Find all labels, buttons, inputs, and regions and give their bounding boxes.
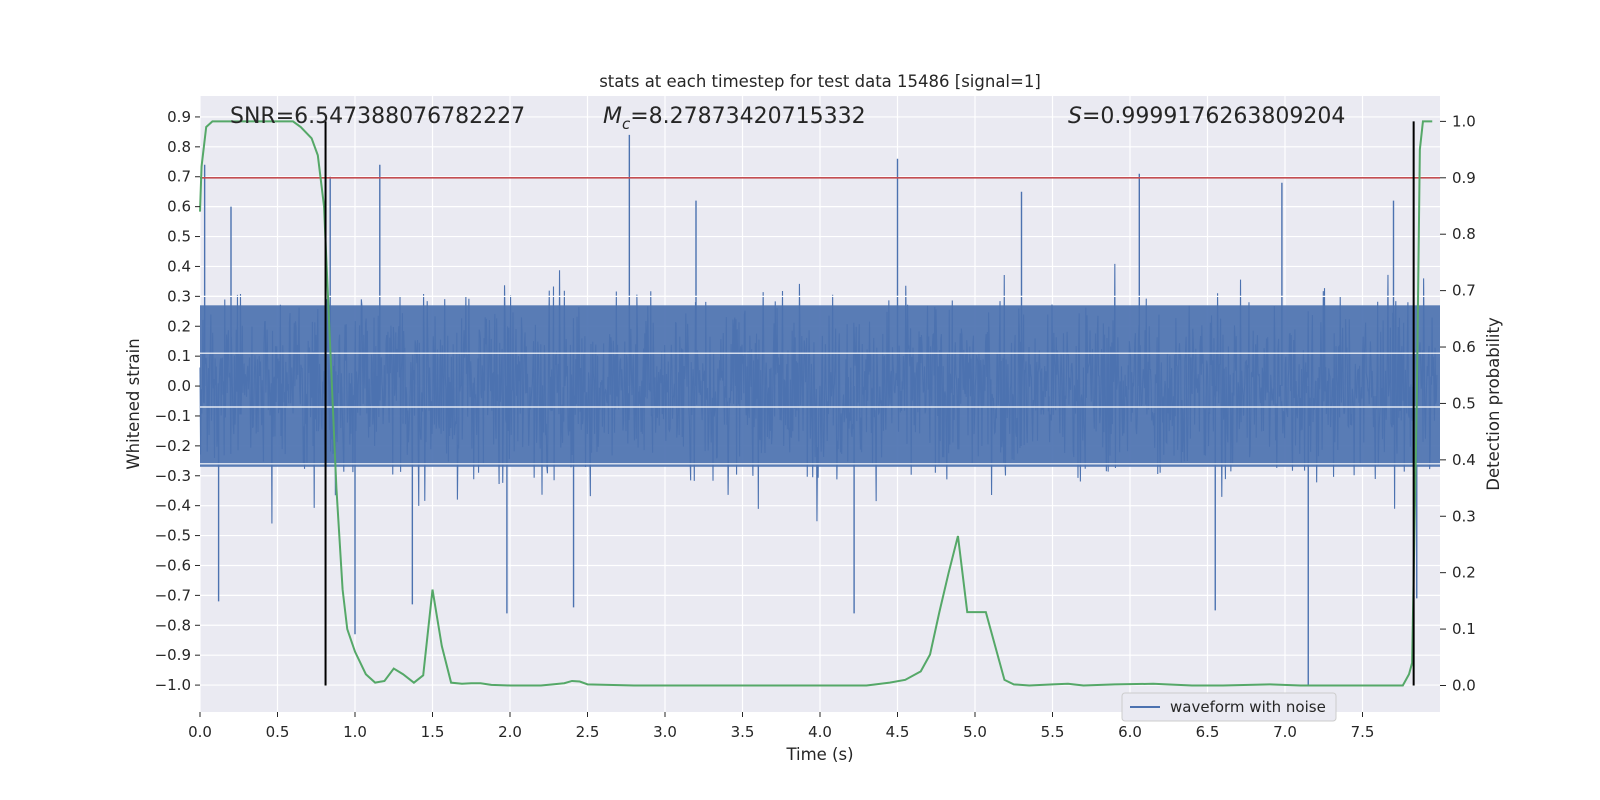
y2-tick-label: 0.8	[1452, 225, 1476, 243]
chirp-mass-annotation: Mc=8.27873420715332	[603, 104, 866, 133]
y-tick-label: 0.9	[167, 108, 191, 126]
x-tick-labels: 0.0 0.5 1.0 1.5 2.0 2.5 3.0 3.5 4.0 4.5 5.0 5.5 6.0 6…	[188, 712, 1374, 741]
y-tick-label: 0.2	[167, 317, 191, 335]
y2-axis-label: Detection probability	[1484, 317, 1503, 491]
y2-tick-label: 0.6	[1452, 338, 1476, 356]
y-axis-label: Whitened strain	[124, 338, 143, 469]
y2-tick-label: 0.1	[1452, 620, 1476, 638]
x-tick-label: 1.0	[343, 723, 367, 741]
x-tick-label: 1.5	[421, 723, 445, 741]
x-tick-label: 0.5	[266, 723, 290, 741]
y2-tick-label: 0.4	[1452, 451, 1476, 469]
snr-annotation: SNR=6.547388076782227	[230, 104, 525, 129]
mc-subscript: c	[622, 115, 631, 133]
y2-tick-label: 0.3	[1452, 507, 1476, 525]
s-symbol: S	[1068, 104, 1082, 129]
y2-tick-label: 0.9	[1452, 169, 1476, 187]
y2-tick-label: 0.7	[1452, 282, 1476, 300]
y-tick-label: −0.1	[155, 407, 191, 425]
chart-title: stats at each timestep for test data 154…	[599, 72, 1041, 91]
y2-tick-label: 1.0	[1452, 112, 1476, 130]
y2-tick-label: 0.2	[1452, 564, 1476, 582]
x-tick-label: 4.5	[886, 723, 910, 741]
y-tick-labels: 0.9 0.8 0.7 0.6 0.5 0.4 0.3 0.2 0.1 0.0 −0.1 −0.2 −0…	[155, 108, 200, 694]
x-tick-label: 4.0	[808, 723, 832, 741]
score-annotation: S=0.9999176263809204	[1068, 104, 1345, 129]
y-tick-label: 0.3	[167, 287, 191, 305]
y-tick-label: −0.3	[155, 467, 191, 485]
y-tick-label: 0.0	[167, 377, 191, 395]
y2-tick-label: 0.5	[1452, 394, 1476, 412]
x-tick-label: 7.0	[1273, 723, 1297, 741]
x-tick-label: 5.5	[1041, 723, 1065, 741]
x-tick-label: 3.0	[653, 723, 677, 741]
strain-dense-band	[200, 305, 1440, 467]
s-value: =0.9999176263809204	[1082, 104, 1345, 129]
y-tick-label: −0.7	[155, 586, 191, 604]
legend: waveform with noise	[1121, 692, 1337, 722]
y-tick-label: 0.7	[167, 168, 191, 186]
y-tick-label: −0.6	[155, 556, 191, 574]
y-tick-label: −0.9	[155, 646, 191, 664]
x-tick-label: 5.0	[963, 723, 987, 741]
mc-symbol: M	[603, 104, 622, 129]
mc-value: =8.27873420715332	[630, 104, 865, 129]
x-tick-label: 2.0	[498, 723, 522, 741]
y-tick-label: 0.1	[167, 347, 191, 365]
y-tick-label: 0.8	[167, 138, 191, 156]
y-tick-label: −1.0	[155, 676, 191, 694]
x-tick-label: 7.5	[1351, 723, 1375, 741]
strain-series	[199, 134, 1440, 686]
legend-label: waveform with noise	[1170, 698, 1326, 716]
y-tick-label: −0.5	[155, 527, 191, 545]
y2-tick-labels: 1.0 0.9 0.8 0.7 0.6 0.5 0.4 0.3 0.2 0.1 0.0	[1440, 112, 1476, 694]
x-tick-label: 0.0	[188, 723, 212, 741]
vertical-markers	[324, 121, 1415, 686]
y-tick-label: 0.5	[167, 228, 191, 246]
x-tick-label: 6.0	[1118, 723, 1142, 741]
y-tick-label: −0.2	[155, 437, 191, 455]
y-tick-label: 0.6	[167, 198, 191, 216]
probability-series-line	[199, 120, 1433, 687]
x-tick-label: 6.5	[1196, 723, 1220, 741]
x-tick-label: 3.5	[731, 723, 755, 741]
legend-box	[1121, 692, 1337, 722]
x-axis-label: Time (s)	[785, 745, 853, 764]
x-tick-label: 2.5	[576, 723, 600, 741]
y-tick-label: 0.4	[167, 257, 191, 275]
y-tick-label: −0.4	[155, 497, 191, 515]
y2-tick-label: 0.0	[1452, 676, 1476, 694]
y-tick-label: −0.8	[155, 616, 191, 634]
